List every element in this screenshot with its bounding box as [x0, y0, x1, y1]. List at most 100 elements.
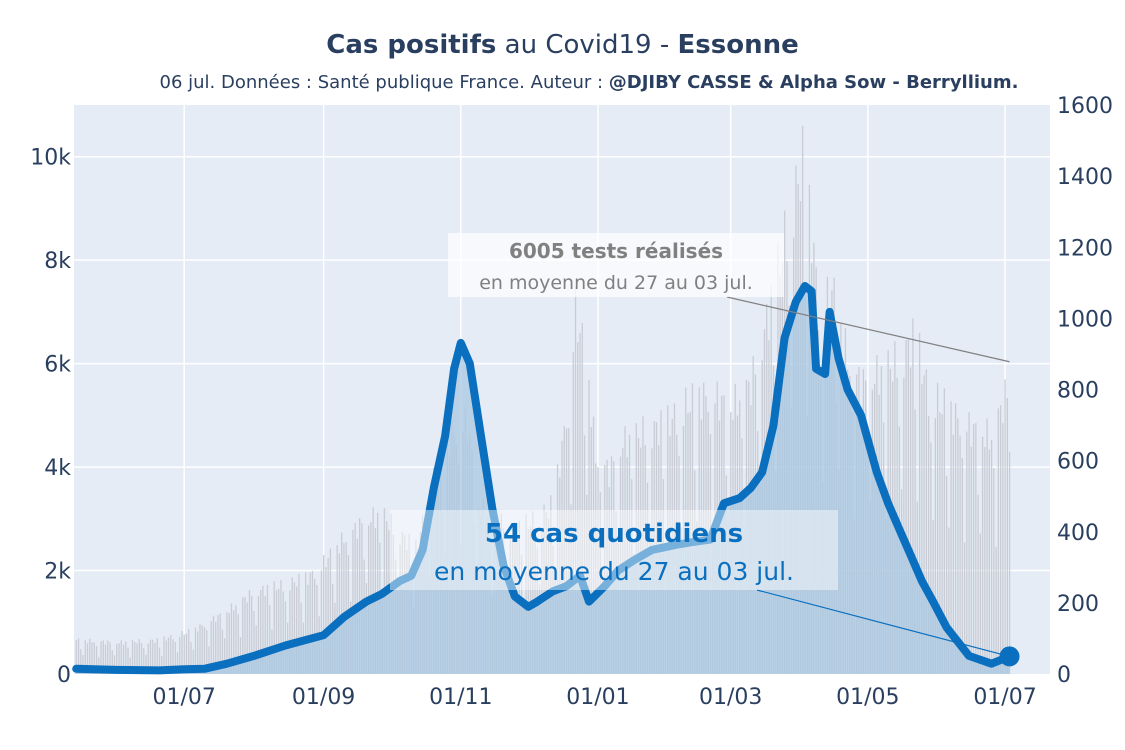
x-tick-label: 01/07 [973, 685, 1036, 710]
tests-bar [894, 340, 896, 674]
y-left-tick-label: 8k [44, 249, 71, 274]
tests-bar [278, 588, 280, 674]
title-part-cases: Cas positifs [326, 30, 497, 60]
tests-bar [208, 646, 210, 674]
tests-bar [999, 405, 1002, 674]
tests-bar [217, 614, 219, 674]
tests-bar [622, 448, 624, 674]
tests-bar [226, 612, 228, 674]
tests-bar [199, 624, 201, 674]
tests-bar [660, 410, 662, 674]
x-tick-label: 01/11 [429, 685, 492, 710]
tests-bar [109, 642, 111, 674]
tests-bar [918, 332, 921, 674]
tests-bar [990, 439, 993, 674]
tests-bar [201, 625, 203, 674]
y-left-tick-label: 10k [30, 146, 71, 171]
tests-bar [248, 589, 251, 674]
tests-bar [149, 639, 152, 674]
tests-bar [314, 578, 316, 674]
tests-bar [257, 596, 260, 674]
tests-bar [945, 475, 948, 674]
tests-bar [556, 464, 559, 674]
cases-area [76, 286, 1010, 674]
tests-bar [529, 526, 532, 674]
tests-bar [685, 387, 687, 674]
tests-bar [154, 642, 156, 674]
tests-bar [361, 523, 363, 674]
tests-bar [233, 610, 235, 674]
tests-annotation-box [448, 233, 784, 297]
tests-bar [122, 644, 125, 674]
tests-bar [84, 640, 86, 674]
tests-bar [561, 440, 563, 674]
tests-bar [372, 507, 374, 674]
tests-bar [203, 627, 206, 674]
tests-bar [345, 541, 347, 674]
tests-bar [113, 655, 116, 674]
x-tick-label: 01/07 [152, 685, 215, 710]
y-right-tick-label: 1400 [1057, 165, 1113, 190]
tests-annotation-value: 6005 tests réalisés [509, 239, 723, 263]
tests-bar [316, 584, 318, 674]
tests-bar [219, 613, 221, 674]
x-axis-ticks: 01/07 01/09 01/11 01/01 01/03 01/05 01/07 [152, 685, 1036, 710]
tests-bar [129, 657, 131, 674]
tests-bar [914, 409, 916, 674]
tests-bar [705, 396, 707, 674]
tests-bar [145, 654, 147, 674]
x-tick-label: 01/03 [699, 685, 762, 710]
tests-bar [215, 621, 217, 674]
tests-bar [253, 610, 255, 674]
tests-bar [167, 637, 170, 674]
y-right-tick-label: 600 [1057, 450, 1099, 475]
tests-bar [984, 447, 986, 674]
tests-bar [959, 435, 961, 674]
tests-bar [905, 339, 907, 674]
tests-bar [307, 584, 309, 674]
tests-bar [588, 380, 590, 674]
tests-bar [82, 654, 84, 674]
subtitle-authors: @DJIBY CASSE & Alpha Sow - Berryllium. [608, 72, 1019, 93]
tests-bar [635, 423, 637, 674]
tests-bar [943, 388, 946, 674]
tests-bar [298, 573, 300, 674]
tests-bar [147, 643, 149, 674]
tests-bar [583, 435, 586, 674]
cases-line [72, 282, 1014, 675]
tests-bar [230, 603, 233, 674]
tests-bar [341, 532, 343, 674]
y-right-axis-ticks: 0 200 400 600 800 1000 1200 1400 1600 [1057, 94, 1113, 688]
tests-bar [246, 602, 248, 674]
tests-bar [206, 630, 208, 674]
tests-bar [963, 542, 966, 674]
tests-bar [242, 597, 244, 674]
tests-bar [237, 614, 239, 674]
tests-bar [190, 642, 192, 674]
tests-bar [89, 638, 91, 674]
tests-bar [244, 597, 246, 674]
tests-bar [565, 428, 568, 674]
tests-bar [642, 416, 644, 674]
title-part-mid: au Covid19 - [496, 30, 678, 60]
tests-bar [995, 547, 997, 674]
tests-bar [174, 642, 176, 674]
tests-bar [120, 640, 122, 674]
x-tick-label: 01/01 [566, 685, 629, 710]
y-left-tick-label: 0 [57, 663, 71, 688]
tests-bar [266, 584, 269, 674]
tests-bar [574, 286, 577, 674]
tests-bar [118, 643, 120, 674]
tests-bar [91, 642, 93, 674]
tests-bar [948, 527, 950, 674]
tests-bar [262, 585, 264, 674]
tests-bar [979, 533, 981, 674]
tests-bar [691, 383, 694, 674]
y-right-tick-label: 400 [1057, 521, 1099, 546]
tests-bar [86, 643, 89, 674]
cases-annotation-period: en moyenne du 27 au 03 jul. [434, 557, 794, 586]
tests-bar [212, 615, 215, 674]
tests-bar [936, 382, 939, 674]
tests-bar [80, 649, 82, 674]
